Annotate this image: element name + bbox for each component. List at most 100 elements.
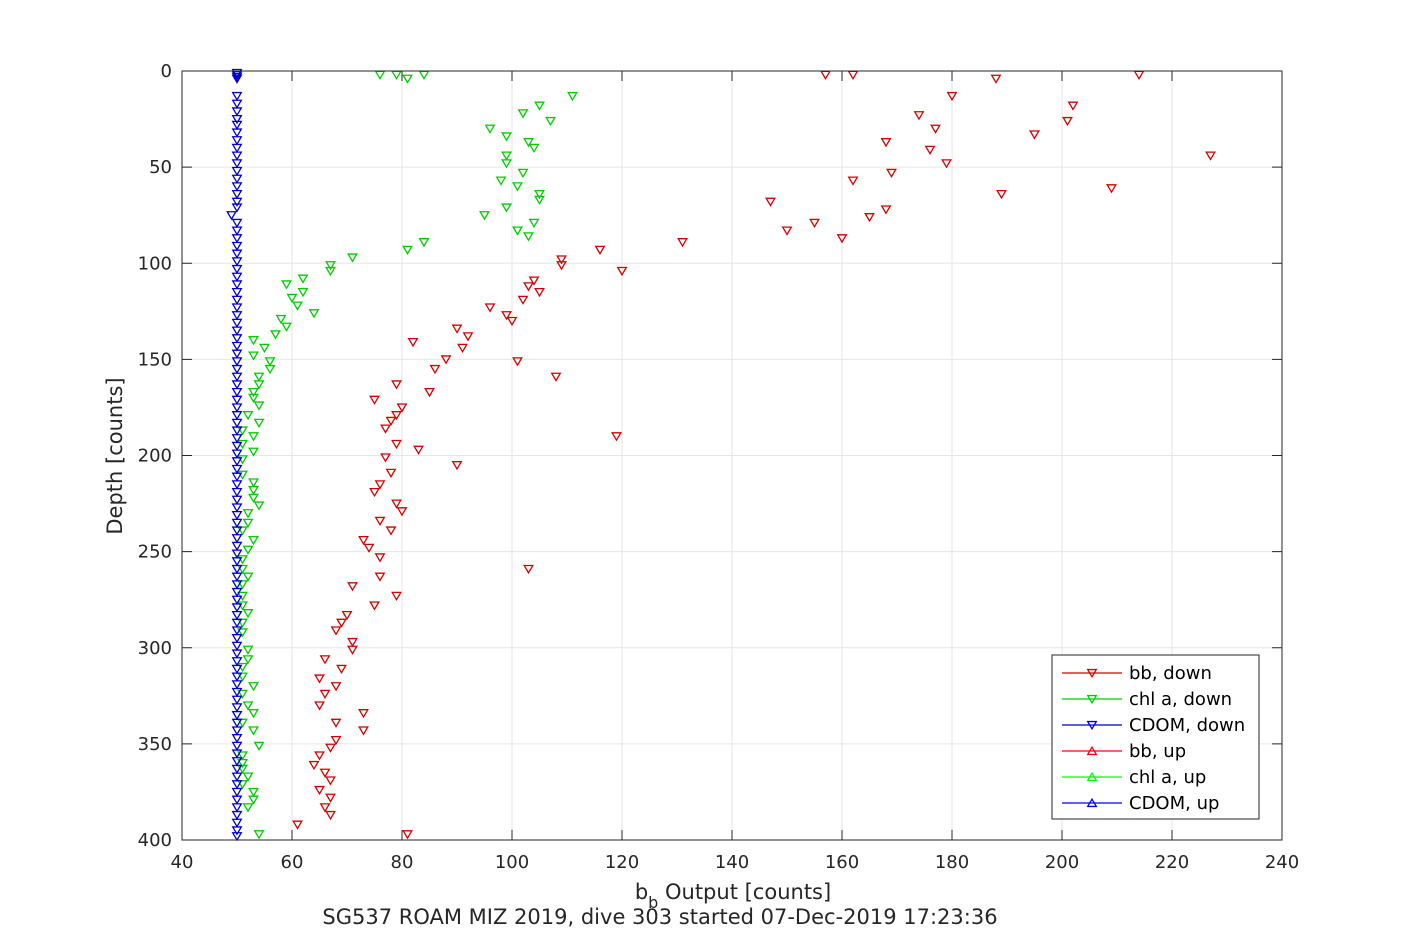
data-point: [248, 432, 259, 442]
data-point: [292, 820, 303, 830]
data-point: [369, 601, 380, 611]
legend-marker: [1086, 745, 1098, 756]
data-point: [231, 182, 243, 192]
data-point: [237, 564, 248, 575]
data-point: [319, 655, 331, 665]
data-point: [556, 255, 567, 265]
data-point: [996, 189, 1007, 200]
data-point: [545, 116, 556, 127]
data-point: [231, 534, 243, 544]
data-point: [231, 357, 243, 367]
data-point: [413, 445, 424, 455]
data-point: [391, 411, 402, 421]
data-point: [231, 159, 243, 169]
data-point: [523, 232, 534, 242]
data-point: [231, 287, 243, 298]
data-point: [501, 311, 512, 321]
data-point: [880, 138, 892, 148]
x-tick-label: 220: [1155, 852, 1189, 873]
data-point: [231, 418, 243, 428]
data-point: [231, 487, 243, 498]
data-point: [231, 703, 243, 713]
data-point: [347, 582, 358, 592]
data-point: [1106, 184, 1117, 194]
data-point: [281, 280, 292, 290]
x-axis-label-subscript: b: [648, 893, 658, 912]
data-point: [231, 143, 243, 154]
data-point: [264, 364, 276, 375]
data-point: [424, 387, 435, 398]
data-point: [242, 518, 254, 528]
data-point: [237, 628, 248, 638]
data-point: [231, 595, 243, 605]
data-point: [231, 128, 243, 138]
data-point: [231, 741, 243, 751]
data-point: [231, 526, 243, 536]
legend-label: bb, down: [1129, 663, 1212, 684]
data-point: [253, 501, 265, 511]
data-point: [231, 795, 243, 805]
legend-label: CDOM, down: [1129, 715, 1245, 736]
data-point: [242, 545, 254, 555]
data-point: [253, 401, 265, 411]
data-point: [534, 189, 545, 200]
data-point: [231, 603, 243, 613]
axis-ticks: [181, 70, 1283, 841]
data-point: [231, 74, 243, 84]
data-point: [440, 355, 452, 365]
data-point: [237, 780, 248, 790]
data-point: [231, 372, 243, 382]
data-point: [1062, 116, 1073, 127]
data-point: [237, 580, 248, 590]
data-point: [231, 710, 243, 721]
data-point: [248, 393, 259, 403]
data-point: [369, 395, 380, 405]
data-point: [231, 787, 243, 798]
data-point: [231, 257, 243, 267]
data-point: [231, 564, 243, 575]
x-tick-label: 180: [935, 852, 969, 873]
y-tick-label: 200: [138, 446, 172, 467]
data-point: [396, 507, 408, 517]
data-point: [765, 197, 776, 207]
data-point: [292, 301, 303, 311]
data-point: [297, 274, 309, 284]
data-point: [391, 439, 402, 450]
data-point: [231, 441, 243, 452]
data-point: [237, 672, 248, 682]
data-point: [231, 649, 243, 659]
data-point: [506, 316, 518, 327]
tick-labels: 40 60 80 100 120 140 160 180 200 220 240 0 50 100 150 2…: [138, 61, 1300, 873]
data-point: [231, 334, 243, 344]
data-point: [237, 759, 248, 769]
data-point: [231, 618, 243, 628]
data-point: [407, 337, 419, 348]
data-point: [402, 830, 413, 840]
data-point: [385, 416, 397, 427]
data-point: [231, 387, 243, 398]
data-point: [231, 832, 243, 842]
data-point: [314, 751, 325, 761]
data-point: [231, 280, 243, 290]
data-point: [248, 478, 259, 488]
x-tick-label: 120: [605, 852, 639, 873]
data-point: [248, 795, 259, 805]
data-point: [253, 418, 265, 428]
x-tick-label: 60: [281, 852, 304, 873]
data-point: [242, 609, 254, 619]
data-point: [941, 159, 952, 169]
data-point: [242, 572, 254, 582]
data-point: [231, 672, 243, 682]
data-point: [248, 493, 259, 503]
data-point: [512, 357, 523, 367]
data-point: [231, 218, 243, 229]
data-point: [231, 326, 243, 336]
data-point: [358, 726, 369, 736]
x-tick-label: 240: [1265, 852, 1299, 873]
data-point: [363, 543, 375, 553]
data-point: [231, 272, 243, 282]
data-point: [451, 324, 463, 334]
data-point: [385, 526, 397, 536]
data-point: [231, 495, 243, 505]
